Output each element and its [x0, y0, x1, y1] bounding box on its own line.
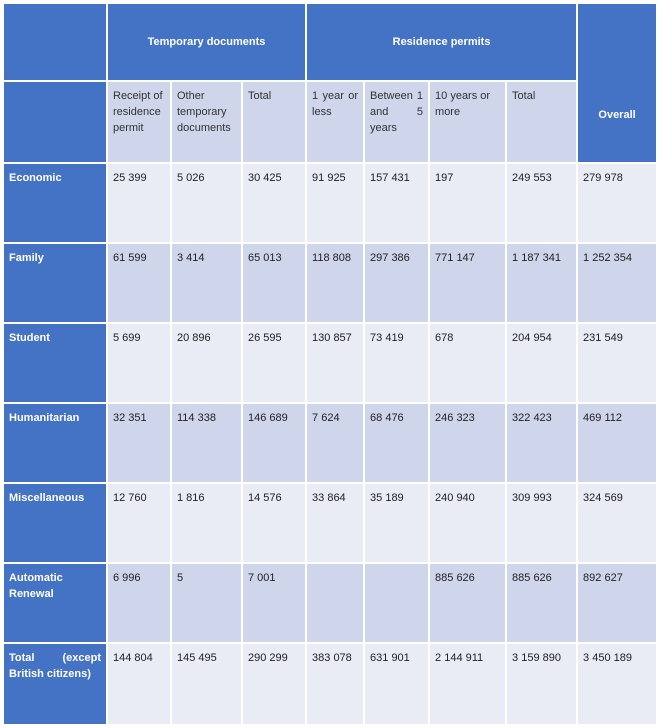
cell-temporary-total: 14 576	[240, 482, 308, 564]
cell-residence-total: 1 187 341	[505, 242, 579, 324]
row-label: Family	[2, 242, 108, 324]
table-row: Student 5 699 20 896 26 595 130 857 73 419 678…	[2, 322, 658, 404]
cell-receipt: 32 351	[106, 402, 172, 484]
cell-temporary-total: 30 425	[240, 162, 308, 244]
subheader-temporary-total: Total	[240, 80, 308, 164]
subheader-one-year-or-less: 1 year or less	[305, 80, 366, 164]
cell-temporary-total: 65 013	[240, 242, 308, 324]
row-label: Economic	[2, 162, 108, 244]
cell-ten-years-or-more: 885 626	[428, 562, 508, 644]
group-header-residence-permits: Residence permits	[305, 2, 579, 82]
cell-overall: 3 450 189	[576, 642, 658, 726]
cell-one-year-or-less: 33 864	[305, 482, 366, 564]
cell-residence-total: 322 423	[505, 402, 579, 484]
subheader-between-1-and-5-years: Between 1 and 5 years	[363, 80, 431, 164]
cell-between-1-and-5: 73 419	[363, 322, 431, 404]
cell-between-1-and-5: 297 386	[363, 242, 431, 324]
table-body: Economic 25 399 5 026 30 425 91 925 157 431 19…	[2, 162, 658, 726]
row-label: Student	[2, 322, 108, 404]
table-row: Economic 25 399 5 026 30 425 91 925 157 431 19…	[2, 162, 658, 244]
cell-between-1-and-5: 157 431	[363, 162, 431, 244]
cell-receipt: 12 760	[106, 482, 172, 564]
cell-ten-years-or-more: 771 147	[428, 242, 508, 324]
header-row-sub: Receipt of residence permit Other tempor…	[2, 80, 657, 164]
cell-receipt: 5 699	[106, 322, 172, 404]
table-row: Miscellaneous 12 760 1 816 14 576 33 864 35 1…	[2, 482, 658, 564]
cell-between-1-and-5	[363, 562, 431, 644]
cell-residence-total: 204 954	[505, 322, 579, 404]
cell-other-temporary: 5	[170, 562, 243, 644]
cell-between-1-and-5: 35 189	[363, 482, 431, 564]
cell-ten-years-or-more: 2 144 911	[428, 642, 508, 726]
cell-overall: 231 549	[576, 322, 658, 404]
cell-overall: 1 252 354	[576, 242, 658, 324]
cell-one-year-or-less: 130 857	[305, 322, 366, 404]
cell-other-temporary: 1 816	[170, 482, 243, 564]
subheader-10-years-or-more: 10 years or more	[428, 80, 508, 164]
cell-one-year-or-less: 118 808	[305, 242, 366, 324]
cell-residence-total: 309 993	[505, 482, 579, 564]
cell-other-temporary: 3 414	[170, 242, 243, 324]
subheader-corner-cell	[2, 80, 108, 164]
cell-other-temporary: 114 338	[170, 402, 243, 484]
cell-other-temporary: 5 026	[170, 162, 243, 244]
cell-ten-years-or-more: 678	[428, 322, 508, 404]
subheader-other-temporary-documents: Other temporary documents	[170, 80, 243, 164]
cell-one-year-or-less: 91 925	[305, 162, 366, 244]
cell-residence-total: 3 159 890	[505, 642, 579, 726]
table-row: Humanitarian 32 351 114 338 146 689 7 624 68 …	[2, 402, 658, 484]
cell-residence-total: 249 553	[505, 162, 579, 244]
cell-temporary-total: 7 001	[240, 562, 308, 644]
subheader-residence-total: Total	[505, 80, 579, 164]
cell-one-year-or-less	[305, 562, 366, 644]
cell-overall: 469 112	[576, 402, 658, 484]
cell-receipt: 61 599	[106, 242, 172, 324]
cell-other-temporary: 20 896	[170, 322, 243, 404]
header-row-group: Temporary documents Residence permits Ov…	[2, 2, 658, 164]
cell-receipt: 25 399	[106, 162, 172, 244]
table-row: Family 61 599 3 414 65 013 118 808 297 386 771…	[2, 242, 658, 324]
cell-other-temporary: 145 495	[170, 642, 243, 726]
row-label: Miscellaneous	[2, 482, 108, 564]
cell-overall: 324 569	[576, 482, 658, 564]
row-label: Total (except British citizens)	[2, 642, 108, 726]
cell-overall: 279 978	[576, 162, 658, 244]
corner-cell	[2, 2, 108, 82]
cell-ten-years-or-more: 240 940	[428, 482, 508, 564]
cell-receipt: 6 996	[106, 562, 172, 644]
row-label: Automatic Renewal	[2, 562, 108, 644]
cell-one-year-or-less: 7 624	[305, 402, 366, 484]
table-row: Automatic Renewal 6 996 5 7 001 885 626 885 6…	[2, 562, 658, 644]
cell-ten-years-or-more: 246 323	[428, 402, 508, 484]
cell-between-1-and-5: 68 476	[363, 402, 431, 484]
cell-temporary-total: 26 595	[240, 322, 308, 404]
cell-ten-years-or-more: 197	[428, 162, 508, 244]
cell-residence-total: 885 626	[505, 562, 579, 644]
table-row: Total (except British citizens) 144 804 14…	[2, 642, 658, 726]
header-overall: Overall	[576, 2, 658, 164]
cell-between-1-and-5: 631 901	[363, 642, 431, 726]
cell-overall: 892 627	[576, 562, 658, 644]
cell-one-year-or-less: 383 078	[305, 642, 366, 726]
cell-receipt: 144 804	[106, 642, 172, 726]
row-label: Humanitarian	[2, 402, 108, 484]
subheader-receipt-of-residence-permit: Receipt of residence permit	[106, 80, 172, 164]
cell-temporary-total: 290 299	[240, 642, 308, 726]
group-header-temporary-documents: Temporary documents	[105, 2, 308, 82]
cell-temporary-total: 146 689	[240, 402, 308, 484]
